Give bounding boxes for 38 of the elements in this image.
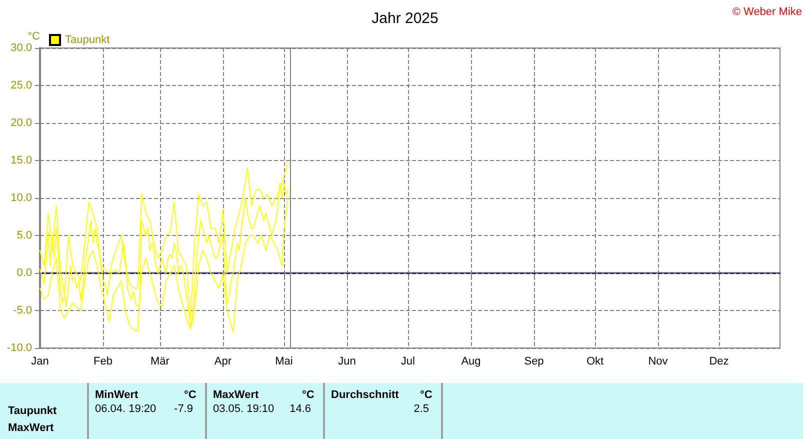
- y-tick-label: -5.0: [13, 304, 32, 316]
- text: °C: [302, 389, 314, 401]
- y-tick-label: -10.0: [6, 342, 32, 354]
- text: MaxWert: [8, 422, 54, 434]
- x-tick-label: Jan: [31, 356, 49, 368]
- text: MinWert: [95, 389, 138, 401]
- x-tick-label: Aug: [461, 356, 481, 368]
- y-tick-label: 10.0: [10, 192, 32, 204]
- y-axis-title: °C: [28, 30, 40, 42]
- text: °C: [184, 389, 196, 401]
- x-tick-label: Mai: [275, 356, 293, 368]
- x-tick-label: Jun: [338, 356, 356, 368]
- x-tick-label: Okt: [586, 356, 604, 368]
- chart-title: Jahr 2025: [372, 10, 438, 27]
- text: °C: [420, 389, 432, 401]
- y-tick-label: 25.0: [10, 80, 32, 92]
- y-tick-label: 20.0: [10, 117, 32, 129]
- x-tick-label: Mär: [150, 356, 170, 368]
- x-tick-label: Apr: [214, 356, 232, 368]
- y-tick-label: 15.0: [10, 154, 32, 166]
- text: -7.9: [174, 403, 193, 415]
- x-tick-label: Feb: [94, 356, 113, 368]
- text: 06.04. 19:20: [95, 403, 156, 415]
- y-tick-label: 30.0: [10, 42, 32, 54]
- y-tick-label: 0.0: [16, 267, 32, 279]
- text: Taupunkt: [8, 405, 57, 417]
- text: 14.6: [290, 403, 311, 415]
- legend-label: Taupunkt: [65, 34, 110, 46]
- text: Durchschnitt: [331, 389, 399, 401]
- x-tick-label: Sep: [524, 356, 544, 368]
- x-tick-label: Nov: [648, 356, 668, 368]
- text: 2.5: [414, 403, 429, 415]
- text: 03.05. 19:10: [213, 403, 274, 415]
- x-tick-label: Jul: [400, 356, 415, 368]
- text: © Weber Mike: [732, 6, 802, 18]
- text: MaxWert: [213, 389, 259, 401]
- x-tick-label: Dez: [709, 356, 729, 368]
- y-tick-label: 5.0: [16, 230, 32, 242]
